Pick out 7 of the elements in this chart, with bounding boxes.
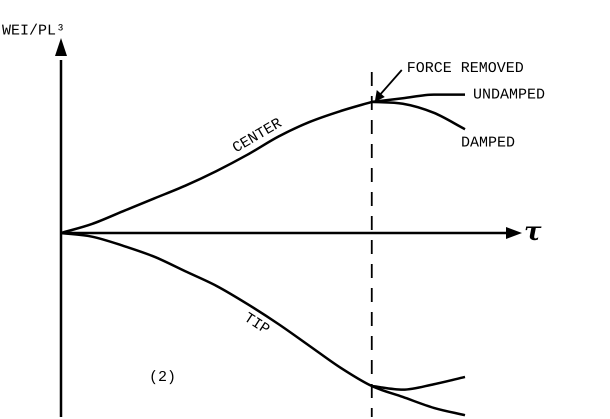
x-axis-title: τ — [524, 216, 542, 247]
annotation: (2) — [149, 368, 176, 386]
series-label: DAMPED — [461, 134, 516, 152]
text: FORCE REMOVED — [406, 60, 524, 77]
text: TIP — [240, 310, 272, 339]
series-label: UNDAMPED — [473, 86, 546, 104]
y-axis-title: WEI/PL³ — [2, 22, 66, 40]
